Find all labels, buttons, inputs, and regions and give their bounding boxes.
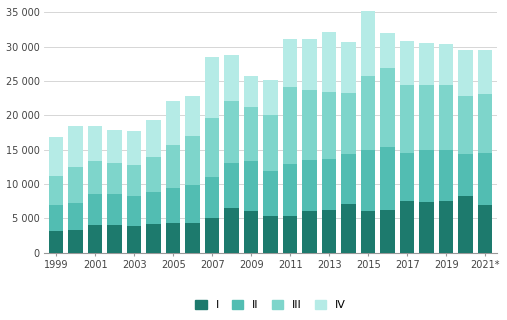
Bar <box>88 161 102 194</box>
Bar <box>127 131 141 165</box>
Bar <box>147 224 161 253</box>
Bar <box>205 118 220 177</box>
Bar <box>166 223 180 253</box>
Bar <box>263 80 278 115</box>
Bar <box>68 167 83 203</box>
Bar <box>283 39 298 87</box>
Bar <box>244 76 259 107</box>
Bar <box>322 92 337 159</box>
Bar <box>127 226 141 253</box>
Bar <box>263 115 278 171</box>
Bar <box>458 154 473 196</box>
Bar <box>302 90 317 160</box>
Bar <box>361 76 376 150</box>
Bar <box>107 194 122 225</box>
Bar <box>205 218 220 253</box>
Bar <box>322 210 337 253</box>
Bar <box>419 150 434 202</box>
Bar <box>400 41 414 85</box>
Bar <box>49 205 63 231</box>
Bar <box>166 188 180 223</box>
Bar <box>107 163 122 194</box>
Bar <box>322 32 337 92</box>
Bar <box>283 87 298 164</box>
Bar <box>478 205 492 253</box>
Bar <box>380 147 395 210</box>
Bar <box>439 150 453 201</box>
Bar <box>68 230 83 253</box>
Bar <box>478 153 492 205</box>
Bar <box>341 204 356 253</box>
Bar <box>244 161 259 211</box>
Bar <box>166 145 180 188</box>
Bar <box>186 185 200 222</box>
Bar <box>361 11 376 76</box>
Bar <box>419 85 434 150</box>
Bar <box>380 68 395 147</box>
Bar <box>341 42 356 93</box>
Bar <box>88 225 102 253</box>
Bar <box>458 50 473 96</box>
Bar <box>478 50 492 94</box>
Bar <box>205 177 220 218</box>
Bar <box>263 171 278 216</box>
Bar <box>322 159 337 210</box>
Bar <box>341 154 356 204</box>
Bar <box>186 136 200 185</box>
Bar <box>439 85 453 150</box>
Bar <box>68 203 83 230</box>
Bar <box>88 194 102 225</box>
Bar <box>244 211 259 253</box>
Bar <box>419 43 434 85</box>
Bar <box>186 96 200 136</box>
Bar <box>244 107 259 161</box>
Bar <box>361 150 376 211</box>
Bar <box>224 101 239 163</box>
Legend: I, II, III, IV: I, II, III, IV <box>191 295 350 315</box>
Bar <box>224 208 239 253</box>
Bar <box>68 126 83 167</box>
Bar <box>107 225 122 253</box>
Bar <box>439 201 453 253</box>
Bar <box>147 156 161 192</box>
Bar <box>147 120 161 156</box>
Bar <box>127 165 141 196</box>
Bar <box>341 93 356 154</box>
Bar <box>147 192 161 224</box>
Bar <box>400 153 414 201</box>
Bar <box>400 85 414 153</box>
Bar <box>49 137 63 176</box>
Bar <box>419 202 434 253</box>
Bar <box>88 126 102 161</box>
Bar <box>380 210 395 253</box>
Bar <box>224 163 239 208</box>
Bar <box>302 211 317 253</box>
Bar <box>263 216 278 253</box>
Bar <box>458 196 473 253</box>
Bar <box>400 201 414 253</box>
Bar <box>283 216 298 253</box>
Bar <box>127 196 141 226</box>
Bar <box>458 96 473 154</box>
Bar <box>283 164 298 216</box>
Bar <box>302 160 317 211</box>
Bar <box>224 55 239 101</box>
Bar <box>107 130 122 163</box>
Bar <box>478 94 492 153</box>
Bar <box>186 222 200 253</box>
Bar <box>302 38 317 90</box>
Bar <box>49 231 63 253</box>
Bar <box>361 211 376 253</box>
Bar <box>439 44 453 85</box>
Bar <box>49 176 63 205</box>
Bar <box>380 33 395 68</box>
Bar <box>205 57 220 118</box>
Bar <box>166 101 180 145</box>
